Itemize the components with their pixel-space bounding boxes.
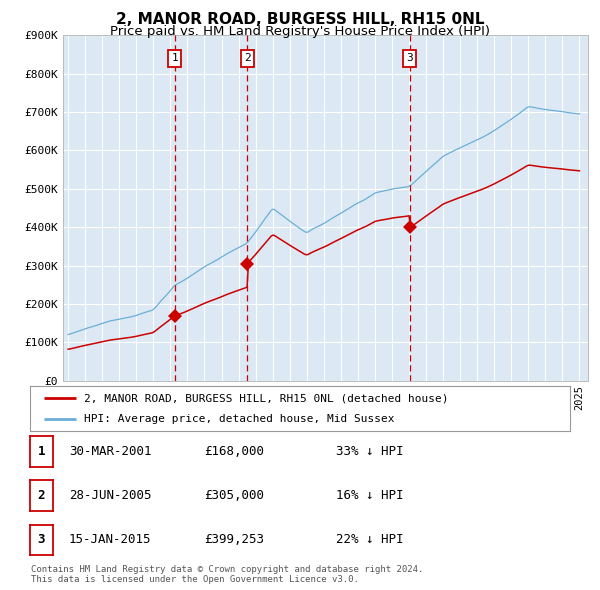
Text: 2: 2 <box>38 489 45 502</box>
Text: 22% ↓ HPI: 22% ↓ HPI <box>336 533 404 546</box>
Text: 2: 2 <box>244 54 250 63</box>
Text: 2, MANOR ROAD, BURGESS HILL, RH15 0NL (detached house): 2, MANOR ROAD, BURGESS HILL, RH15 0NL (d… <box>84 394 449 404</box>
Text: £399,253: £399,253 <box>204 533 264 546</box>
Text: 3: 3 <box>406 54 413 63</box>
Text: 3: 3 <box>38 533 45 546</box>
Text: £168,000: £168,000 <box>204 445 264 458</box>
Text: 30-MAR-2001: 30-MAR-2001 <box>69 445 151 458</box>
Text: 28-JUN-2005: 28-JUN-2005 <box>69 489 151 502</box>
Text: 33% ↓ HPI: 33% ↓ HPI <box>336 445 404 458</box>
Text: £305,000: £305,000 <box>204 489 264 502</box>
Text: 2, MANOR ROAD, BURGESS HILL, RH15 0NL: 2, MANOR ROAD, BURGESS HILL, RH15 0NL <box>116 12 484 27</box>
Text: HPI: Average price, detached house, Mid Sussex: HPI: Average price, detached house, Mid … <box>84 414 395 424</box>
Text: 15-JAN-2015: 15-JAN-2015 <box>69 533 151 546</box>
Text: Price paid vs. HM Land Registry's House Price Index (HPI): Price paid vs. HM Land Registry's House … <box>110 25 490 38</box>
Text: 1: 1 <box>38 445 45 458</box>
Text: 1: 1 <box>171 54 178 63</box>
Text: Contains HM Land Registry data © Crown copyright and database right 2024.
This d: Contains HM Land Registry data © Crown c… <box>31 565 424 584</box>
Text: 16% ↓ HPI: 16% ↓ HPI <box>336 489 404 502</box>
